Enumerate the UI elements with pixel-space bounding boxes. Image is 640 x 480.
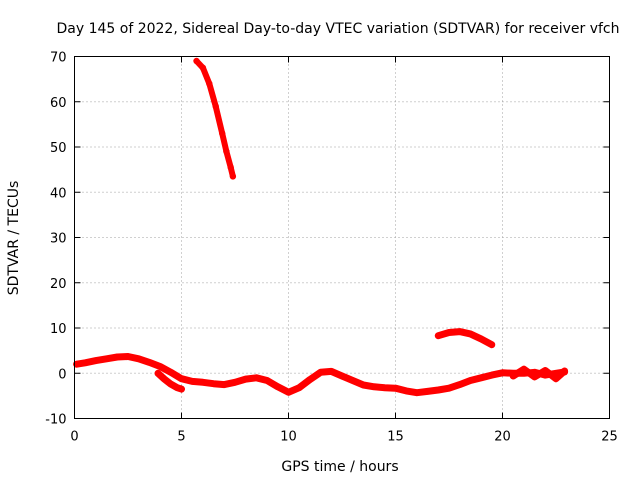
data-point (212, 103, 219, 110)
data-point (274, 383, 281, 390)
data-point (103, 355, 110, 362)
y-tick-label: 20 (50, 277, 67, 292)
data-point (193, 57, 200, 65)
y-tick-label: 10 (50, 322, 67, 337)
axis-ticks: 0 5 10 15 20 25 -10 0 10 20 30 40 50 60 70 (45, 51, 618, 445)
data-point (199, 379, 207, 386)
data-point (499, 369, 506, 376)
data-point (242, 375, 249, 383)
data-point (531, 373, 538, 381)
data-point (445, 385, 453, 392)
data-point (223, 148, 230, 155)
data-point (338, 372, 346, 380)
data-point (161, 375, 168, 383)
data-point (306, 376, 314, 383)
x-tick-label: 10 (280, 430, 297, 445)
data-point (285, 389, 292, 396)
data-point (253, 374, 260, 381)
y-tick-label: 50 (50, 141, 67, 156)
data-point (189, 378, 196, 385)
data-point (413, 389, 421, 396)
data-point (445, 329, 453, 336)
data-point (510, 372, 517, 380)
data-point (206, 80, 213, 87)
series-layer (73, 57, 569, 397)
data-point (403, 387, 410, 395)
data-point (456, 381, 463, 388)
x-tick-label: 15 (387, 430, 404, 445)
data-point (210, 380, 217, 387)
x-tick-label: 0 (70, 430, 78, 445)
y-axis-label: SDTVAR / TECUs (6, 181, 22, 296)
chart-title: Day 145 of 2022, Sidereal Day-to-day VTE… (56, 21, 619, 37)
data-point (488, 371, 495, 379)
data-point (221, 381, 228, 388)
data-point (328, 368, 335, 375)
y-tick-label: 60 (50, 96, 67, 111)
data-point (178, 385, 185, 393)
data-point (178, 375, 185, 382)
data-point (467, 330, 474, 338)
series-line (193, 58, 236, 180)
data-point (467, 377, 474, 384)
data-point (435, 332, 442, 339)
y-tick-label: 70 (50, 51, 67, 66)
data-point (82, 359, 89, 366)
data-point (135, 355, 142, 362)
y-tick-label: 0 (58, 367, 66, 382)
data-point (456, 328, 463, 335)
data-point (488, 341, 495, 348)
grid (74, 56, 610, 419)
data-point (435, 386, 442, 394)
data-point (477, 335, 485, 343)
y-tick-label: 40 (50, 186, 67, 201)
data-point (124, 353, 132, 360)
x-tick-label: 5 (177, 430, 185, 445)
data-point (156, 363, 164, 370)
data-point (561, 367, 568, 375)
data-point (370, 383, 378, 390)
data-point (167, 380, 174, 388)
data-point (92, 357, 100, 364)
data-point (424, 388, 431, 395)
data-point (296, 384, 303, 391)
y-tick-label: 30 (50, 232, 67, 247)
data-point (146, 359, 153, 366)
x-tick-label: 25 (601, 430, 618, 445)
data-point (229, 173, 237, 180)
data-point (317, 369, 324, 376)
data-point (227, 164, 234, 171)
x-tick-label: 20 (494, 430, 511, 445)
data-point (477, 374, 485, 381)
data-point (360, 381, 367, 389)
data-point (552, 375, 560, 382)
data-point (114, 353, 121, 361)
data-point (231, 379, 239, 386)
data-point (392, 385, 399, 392)
data-point (199, 64, 207, 72)
data-point (167, 369, 174, 376)
data-point (263, 377, 271, 384)
data-point (520, 366, 528, 373)
data-point (219, 130, 226, 137)
data-point (542, 367, 549, 374)
data-point (381, 384, 388, 391)
y-tick-label: -10 (45, 413, 66, 428)
x-axis-label: GPS time / hours (281, 459, 398, 475)
data-point (349, 377, 356, 384)
data-point (154, 370, 162, 377)
